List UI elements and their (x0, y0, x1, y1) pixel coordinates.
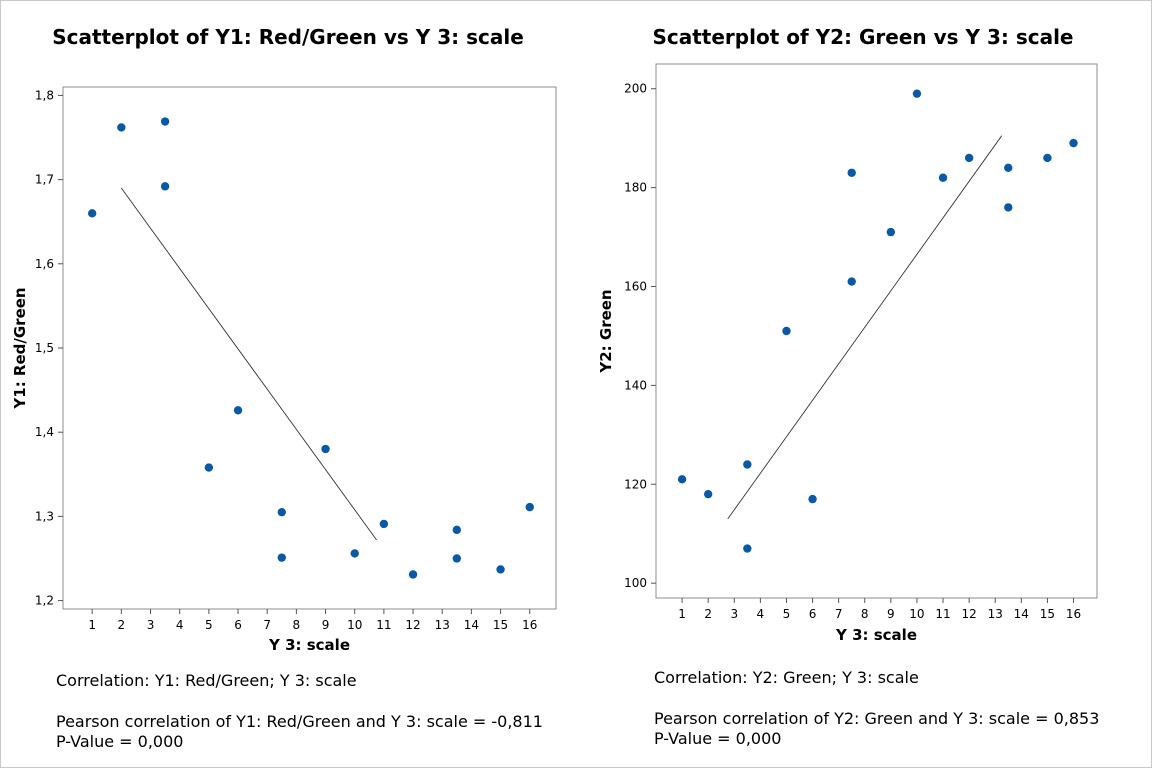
right-x-tick-label: 5 (783, 607, 791, 621)
left-x-tick-label: 1 (88, 618, 96, 632)
left-x-tick-label: 4 (176, 618, 184, 632)
left-x-axis-title: Y 3: scale (268, 636, 350, 654)
right-y-axis-title: Y2: Green (597, 289, 615, 373)
right-chart-title: Scatterplot of Y2: Green vs Y 3: scale (652, 25, 1073, 49)
left-x-tick-label: 3 (147, 618, 155, 632)
left-data-point (496, 565, 505, 574)
right-x-tick-label: 14 (1014, 607, 1029, 621)
left-x-tick-label: 11 (376, 618, 391, 632)
right-x-tick-label: 2 (704, 607, 712, 621)
left-x-tick-label: 12 (405, 618, 420, 632)
right-x-tick-label: 6 (809, 607, 817, 621)
left-x-tick-label: 9 (322, 618, 330, 632)
left-data-point (350, 549, 359, 558)
right-data-point (847, 277, 856, 286)
right-x-tick-label: 8 (861, 607, 869, 621)
left-data-point (277, 507, 286, 517)
left-x-tick-label: 13 (435, 618, 450, 632)
left-regression-line (120, 187, 377, 541)
right-x-tick-label: 1 (678, 607, 686, 621)
left-data-point (379, 519, 389, 529)
right-data-point (743, 460, 752, 469)
left-data-point (525, 502, 534, 512)
left-data-point (452, 525, 462, 535)
left-x-tick-label: 2 (118, 618, 126, 632)
left-x-tick-label: 16 (522, 618, 537, 632)
right-data-point (782, 326, 791, 336)
right-x-tick-label: 15 (1040, 607, 1055, 621)
right-correlation-header: Correlation: Y2: Green; Y 3: scale (654, 668, 919, 687)
right-x-tick-label: 7 (835, 607, 843, 621)
right-data-point (964, 153, 974, 163)
right-data-point (1069, 138, 1078, 148)
right-data-point (1043, 153, 1052, 163)
right-y-tick-label: 180 (624, 181, 647, 195)
left-pearson-text: Pearson correlation of Y1: Red/Green and… (56, 712, 543, 731)
left-y-tick-label: 1,4 (35, 425, 54, 439)
left-y-tick-label: 1,6 (35, 257, 54, 271)
left-pvalue-text: P-Value = 0,000 (56, 732, 184, 751)
right-x-tick-label: 9 (887, 607, 895, 621)
right-data-point (1004, 203, 1013, 212)
right-data-point (1004, 163, 1013, 173)
left-data-point (321, 444, 330, 454)
right-data-point (912, 89, 922, 98)
right-x-tick-label: 11 (935, 607, 950, 621)
right-y-tick-label: 200 (624, 82, 647, 96)
left-x-tick-label: 8 (293, 618, 301, 632)
right-x-tick-label: 10 (909, 607, 924, 621)
left-data-point (117, 123, 126, 132)
left-y-axis-title: Y1: Red/Green (11, 287, 29, 409)
right-data-point (808, 494, 817, 504)
right-y-tick-label: 140 (624, 378, 647, 392)
left-y-tick-label: 1,5 (35, 341, 54, 355)
left-y-tick-label: 1,2 (35, 594, 54, 608)
left-chart-title: Scatterplot of Y1: Red/Green vs Y 3: sca… (52, 25, 524, 49)
right-data-point (677, 475, 687, 484)
left-x-tick-label: 7 (263, 618, 271, 632)
left-data-point (87, 209, 97, 218)
right-x-tick-label: 16 (1066, 607, 1081, 621)
right-pearson-text: Pearson correlation of Y2: Green and Y 3… (654, 709, 1100, 728)
left-x-tick-label: 14 (464, 618, 479, 632)
right-x-tick-label: 4 (757, 607, 765, 621)
right-plot-frame (655, 63, 1098, 599)
right-y-tick-label: 120 (624, 477, 647, 491)
left-correlation-header: Correlation: Y1: Red/Green; Y 3: scale (56, 671, 357, 690)
left-data-point (204, 463, 214, 472)
left-data-point (452, 554, 462, 563)
right-data-point (847, 168, 856, 177)
left-data-point (233, 406, 243, 415)
right-data-point (743, 544, 752, 553)
right-pvalue-text: P-Value = 0,000 (654, 729, 782, 748)
left-data-point (277, 553, 286, 562)
right-data-point (886, 227, 896, 237)
right-x-tick-label: 13 (988, 607, 1003, 621)
left-data-point (160, 117, 170, 126)
left-x-tick-label: 15 (493, 618, 508, 632)
left-x-tick-label: 10 (347, 618, 362, 632)
left-correlation-output: Correlation: Y1: Red/Green; Y 3: scale P… (56, 671, 543, 752)
right-x-tick-label: 12 (961, 607, 976, 621)
left-y-tick-label: 1,8 (35, 88, 54, 102)
right-regression-line (727, 135, 1003, 520)
left-y-tick-label: 1,7 (35, 173, 54, 187)
right-x-axis-title: Y 3: scale (835, 626, 917, 644)
left-data-point (160, 182, 170, 191)
right-x-tick-label: 3 (730, 607, 738, 621)
left-x-tick-label: 5 (205, 618, 213, 632)
right-data-point (703, 489, 713, 499)
right-data-point (938, 173, 948, 182)
left-y-tick-label: 1,3 (35, 509, 54, 523)
left-data-point (408, 570, 418, 579)
right-y-tick-label: 160 (624, 280, 647, 294)
right-y-tick-label: 100 (624, 576, 647, 590)
left-plot-frame (62, 86, 557, 610)
left-x-tick-label: 6 (234, 618, 242, 632)
right-correlation-output: Correlation: Y2: Green; Y 3: scale Pears… (654, 668, 1099, 749)
